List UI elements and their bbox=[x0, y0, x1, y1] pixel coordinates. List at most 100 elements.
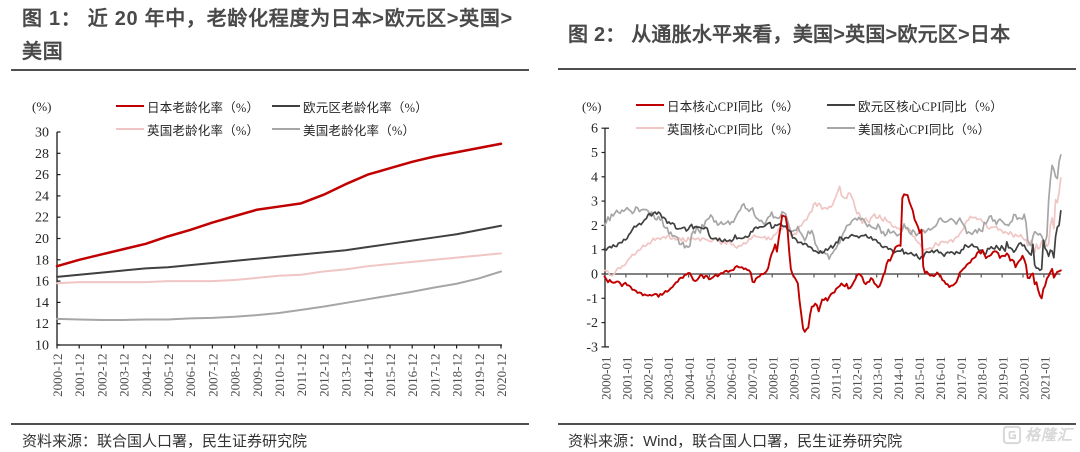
figure2-x-tick-label: 2000-01 bbox=[599, 357, 614, 400]
figure2-y-tick-label: 5 bbox=[591, 146, 598, 161]
figure2-x-tick-label: 2009-01 bbox=[787, 357, 802, 400]
figure2-y-tick-label: 0 bbox=[591, 268, 598, 283]
figure2-legend-label-japan: 日本核心CPI同比（%） bbox=[667, 99, 800, 114]
figure2-legend-label-eurozone: 欧元区核心CPI同比（%） bbox=[858, 99, 1003, 114]
figure1-eurozone-line bbox=[56, 224, 502, 278]
figure1-x-tick-label: 2005-12 bbox=[161, 354, 176, 397]
figure2-title: 图 2： 从通胀水平来看，美国>英国>欧元区>日本 bbox=[568, 24, 1011, 46]
figure1-title-rule bbox=[11, 69, 529, 71]
figure2-x-tick-label: 2003-01 bbox=[661, 357, 676, 400]
figure2-x-tick-label: 2019-01 bbox=[996, 357, 1011, 400]
japan-cpi-line-swatch bbox=[636, 104, 664, 106]
figure2-x-tick-label: 2005-01 bbox=[703, 357, 718, 400]
figure1-x-tick-label: 2004-12 bbox=[139, 354, 154, 397]
figure1-uk-line bbox=[56, 252, 502, 285]
figure1-x-tick-label: 2015-12 bbox=[383, 354, 398, 397]
figure2-legend-item-uk: 英国核心CPI同比（%） bbox=[636, 120, 800, 137]
figure2-x-tick-label: 2012-01 bbox=[849, 357, 864, 400]
figure2-x-tick-label: 2013-01 bbox=[870, 357, 885, 400]
figure2-x-tick-label: 2010-01 bbox=[808, 357, 823, 400]
figure2-x-tick-label: 2006-01 bbox=[724, 357, 739, 400]
figure2-legend-item-eurozone: 欧元区核心CPI同比（%） bbox=[827, 97, 1003, 114]
figure1-x-tick-label: 2014-12 bbox=[361, 354, 376, 397]
figure2-legend-item-us: 美国核心CPI同比（%） bbox=[827, 120, 991, 137]
figure2-y-tick-label: 1 bbox=[591, 243, 598, 258]
figure1-source-text: 资料来源：联合国人口署，民生证券研究院 bbox=[22, 433, 308, 450]
eurozone-cpi-line-swatch bbox=[827, 104, 855, 106]
figure1-y-tick-label: 22 bbox=[35, 211, 49, 226]
figure2-x-tick-label: 2017-01 bbox=[954, 357, 969, 400]
figure1-x-tick-label: 2000-12 bbox=[50, 354, 65, 397]
figure1-legend-label-uk: 英国老龄化率（%） bbox=[147, 123, 260, 138]
figure1-legend-item-eurozone: 欧元区老龄化率（%） bbox=[272, 98, 428, 115]
figure1-y-tick-label: 16 bbox=[35, 275, 49, 290]
figure2-source-rule bbox=[558, 423, 1076, 425]
figure1-x-tick-label: 2018-12 bbox=[450, 354, 465, 397]
figure1-y-tick-label: 18 bbox=[35, 253, 49, 268]
figure1-y-tick-label: 28 bbox=[35, 147, 49, 162]
figure2-legend-label-uk: 英国核心CPI同比（%） bbox=[667, 122, 800, 137]
figure1-x-tick-label: 2003-12 bbox=[117, 354, 132, 397]
us-line-swatch bbox=[272, 128, 300, 130]
figure1-y-tick-label: 26 bbox=[35, 168, 49, 183]
figure1-x-tick-label: 2011-12 bbox=[294, 354, 309, 397]
figure2-y-tick-label: 4 bbox=[591, 170, 598, 185]
figure2-title-rule bbox=[558, 68, 1076, 70]
figure1-x-tick-label: 2016-12 bbox=[405, 354, 420, 397]
figure1-x-tick-label: 2009-12 bbox=[250, 354, 265, 397]
eurozone-line-swatch bbox=[272, 105, 300, 107]
figure1-x-tick-label: 2007-12 bbox=[205, 354, 220, 397]
figure1-y-tick-label: 14 bbox=[35, 296, 49, 311]
figure1-legend-item-uk: 英国老龄化率（%） bbox=[116, 121, 260, 138]
figure2-y-unit-label: (%) bbox=[582, 99, 602, 114]
figure2-x-tick-label: 2021-01 bbox=[1037, 357, 1052, 400]
figure1-x-tick-label: 2017-12 bbox=[427, 354, 442, 397]
figure2-legend-label-us: 美国核心CPI同比（%） bbox=[858, 122, 991, 137]
figure1-x-tick-label: 2010-12 bbox=[272, 354, 287, 397]
figure1-y-tick-label: 30 bbox=[35, 126, 49, 141]
figure2-x-tick-label: 2007-01 bbox=[745, 357, 760, 400]
figure1-y-tick-label: 20 bbox=[35, 232, 49, 247]
figure2-y-tick-label: 3 bbox=[591, 195, 598, 210]
figure2-y-tick-label: -2 bbox=[586, 316, 598, 331]
figure1-legend-label-japan: 日本老龄化率（%） bbox=[147, 100, 260, 115]
figure1-x-tick-label: 2020-12 bbox=[494, 354, 509, 397]
figure1-y-unit-label: (%) bbox=[32, 99, 52, 114]
figure2-legend-item-japan: 日本核心CPI同比（%） bbox=[636, 97, 800, 114]
figure1-japan-line bbox=[55, 142, 503, 268]
figure2-x-tick-label: 2014-01 bbox=[891, 357, 906, 400]
figure1-x-tick-label: 2012-12 bbox=[316, 354, 331, 397]
figure1-source-rule bbox=[11, 423, 529, 425]
gelonghui-g-logo bbox=[1002, 425, 1022, 444]
figure2-x-tick-label: 2008-01 bbox=[766, 357, 781, 400]
figure2-y-tick-label: 6 bbox=[591, 122, 598, 137]
figure1-y-tick-label: 12 bbox=[35, 317, 49, 332]
figure2-x-tick-label: 2020-01 bbox=[1017, 357, 1032, 400]
figure1-legend-label-us: 美国老龄化率（%） bbox=[303, 123, 416, 138]
figure2-japan-line bbox=[603, 193, 1062, 333]
figure1-x-tick-label: 2002-12 bbox=[94, 354, 109, 397]
figure1-x-tick-label: 2013-12 bbox=[339, 354, 354, 397]
figure1-x-tick-label: 2001-12 bbox=[72, 354, 87, 397]
figure1-x-tick-label: 2006-12 bbox=[183, 354, 198, 397]
figure2-us-line bbox=[603, 154, 1062, 261]
figure1-y-tick-label: 10 bbox=[35, 339, 49, 354]
watermark-text: 格隆汇 bbox=[1025, 427, 1074, 444]
uk-line-swatch bbox=[116, 128, 144, 130]
figure1-legend-item-us: 美国老龄化率（%） bbox=[272, 121, 416, 138]
figure2-x-tick-label: 2001-01 bbox=[619, 357, 634, 400]
figure1-y-tick-label: 24 bbox=[35, 189, 49, 204]
figure2-source-text: 资料来源：Wind，联合国人口署，民生证券研究院 bbox=[568, 433, 903, 450]
watermark: 格隆汇 bbox=[1002, 424, 1073, 445]
figure2-x-tick-label: 2015-01 bbox=[912, 357, 927, 400]
figure1-legend-item-japan: 日本老龄化率（%） bbox=[116, 98, 260, 115]
figure1-x-tick-label: 2019-12 bbox=[472, 354, 487, 397]
figure1-title: 图 1： 近 20 年中，老龄化程度为日本>欧元区>英国>美国 bbox=[22, 8, 513, 63]
figure1-x-tick-label: 2008-12 bbox=[228, 354, 243, 397]
us-cpi-line-swatch bbox=[827, 127, 855, 129]
japan-line-swatch bbox=[116, 105, 144, 107]
figure2-x-tick-label: 2011-01 bbox=[828, 357, 843, 400]
figure2-x-tick-label: 2018-01 bbox=[975, 357, 990, 400]
